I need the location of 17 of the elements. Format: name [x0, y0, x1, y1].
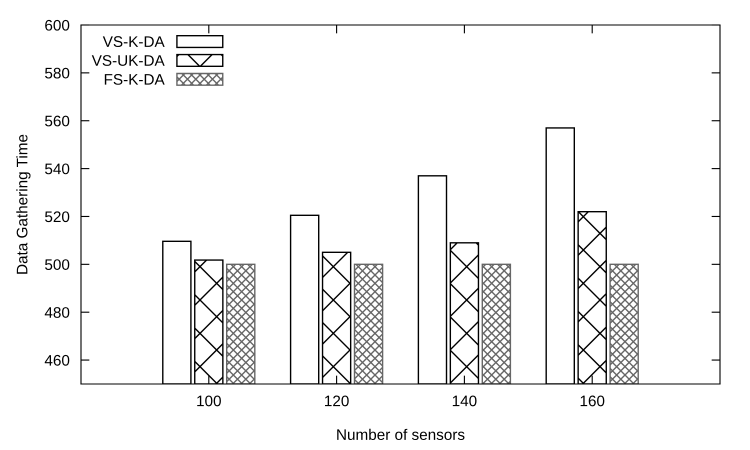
x-tick-label: 140	[452, 396, 477, 406]
x-tick-label: 100	[197, 396, 221, 406]
y-tick-label: 500	[45, 259, 70, 270]
legend-label: VS-K-DA	[102, 36, 165, 47]
y-tick-label: 600	[45, 20, 70, 31]
y-tick-label: 560	[45, 116, 70, 126]
legend-label: FS-K-DA	[104, 74, 165, 85]
y-tick-label: 540	[45, 163, 70, 174]
y-tick-label: 580	[45, 68, 70, 79]
x-axis-title: Number of sensors	[337, 428, 464, 440]
x-tick-label: 120	[325, 396, 349, 406]
y-tick-label: 520	[45, 211, 70, 222]
y-tick-label: 480	[44, 307, 70, 318]
legend-label: VS-UK-DA	[92, 55, 165, 66]
y-tick-label: 460	[44, 354, 70, 366]
x-tick-label: 160	[580, 396, 604, 406]
y-axis-title: Data Gathering Time	[16, 134, 31, 274]
